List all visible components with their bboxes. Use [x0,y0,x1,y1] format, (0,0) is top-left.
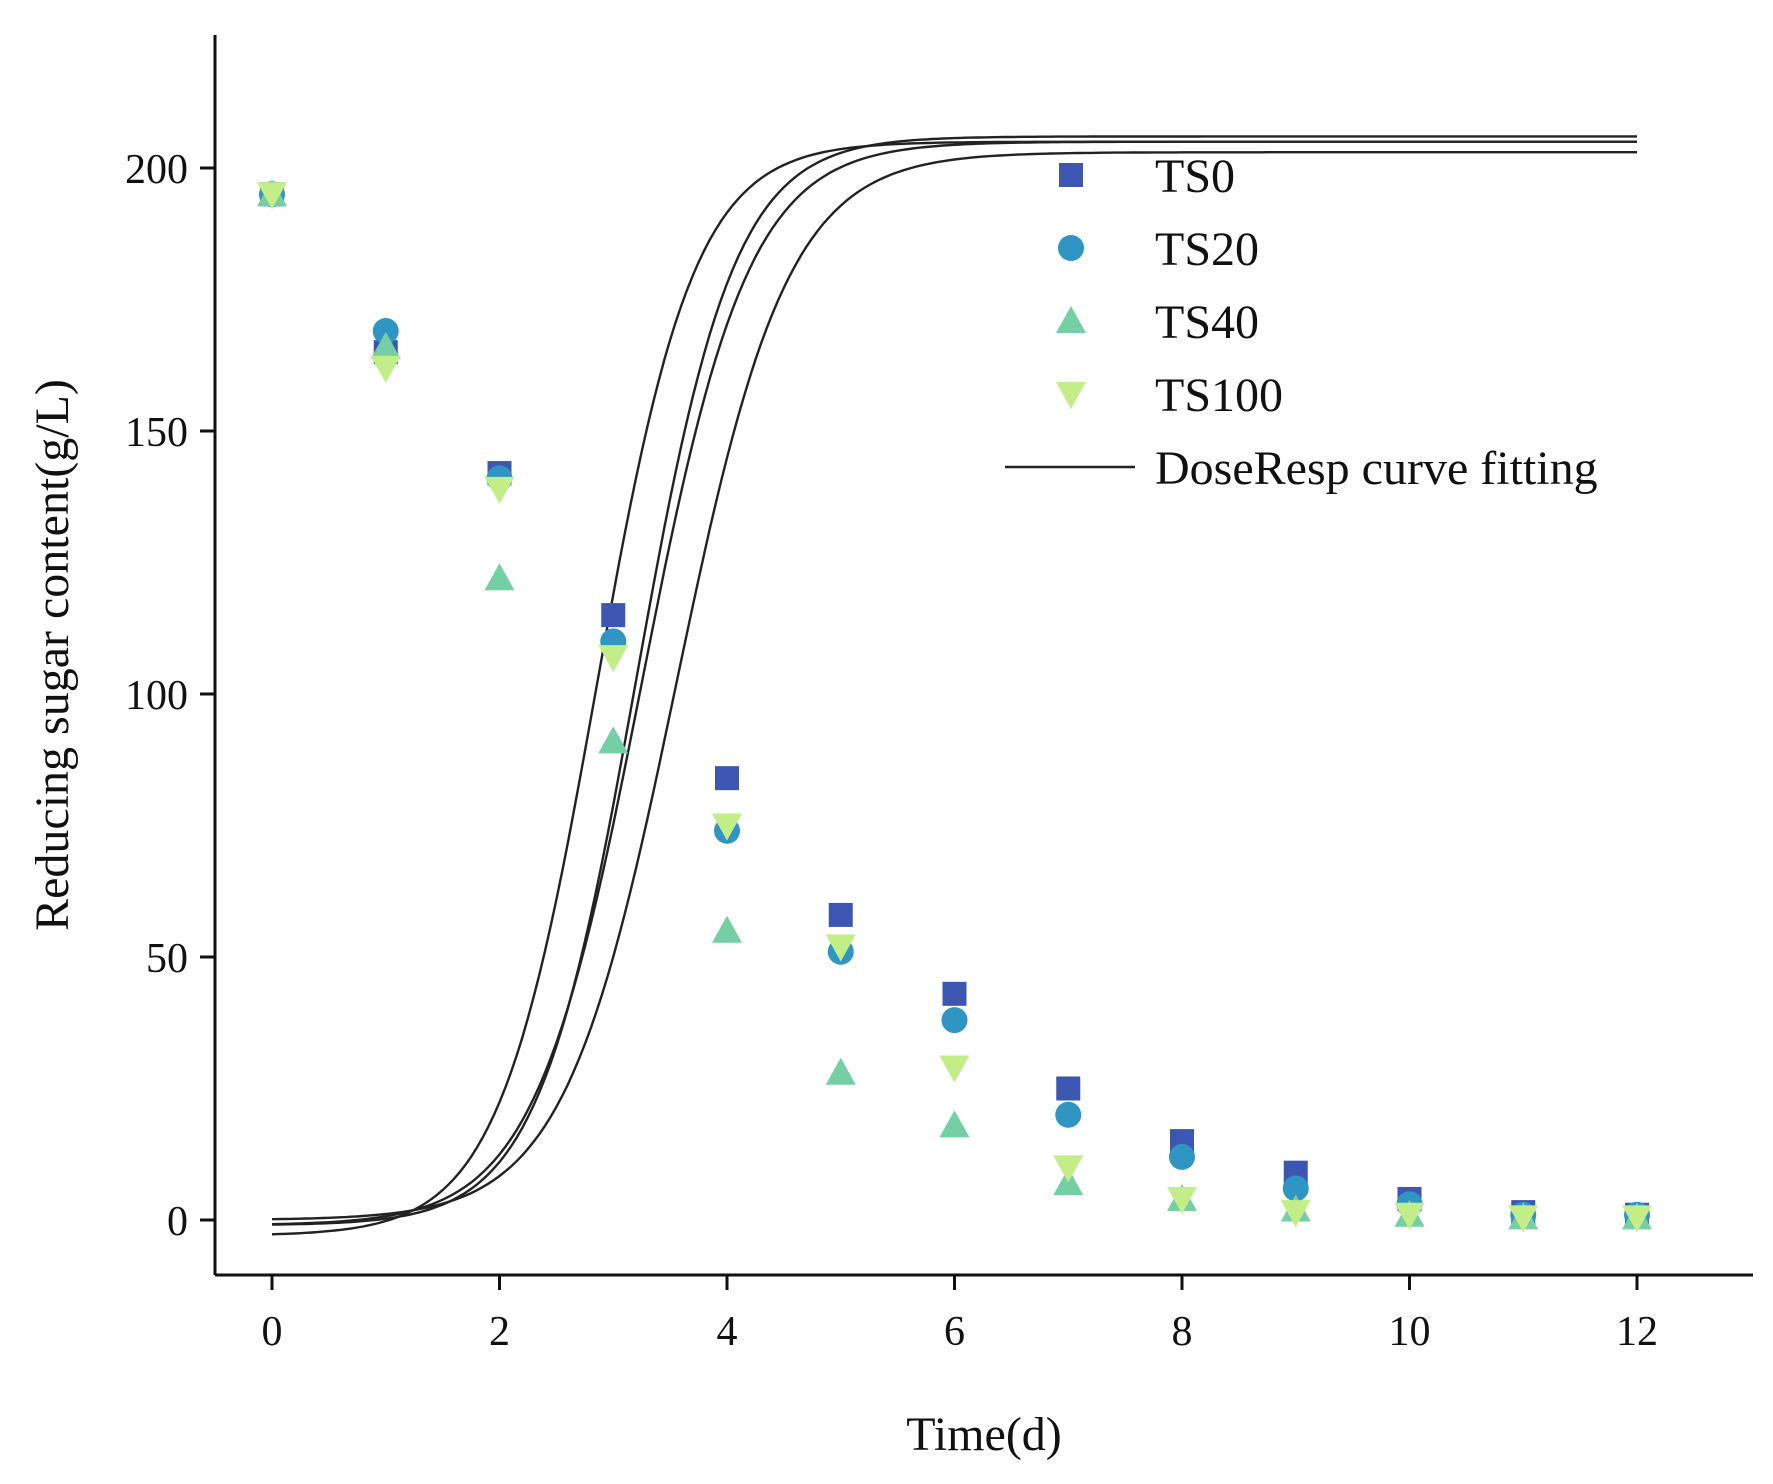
legend-marker-ts0 [1059,163,1083,187]
legend-marker-ts20 [1058,235,1084,261]
data-point-ts100 [1394,1202,1425,1230]
data-point-ts40 [712,915,742,943]
data-point-ts100 [370,355,401,383]
legend-label-fit: DoseResp curve fitting [1155,442,1598,495]
fit-curve-ts40 [271,140,1637,1236]
data-point-ts100 [939,1055,970,1083]
legend-label-ts0: TS0 [1155,150,1235,203]
legend-label-ts20: TS20 [1155,223,1259,276]
y-tick-label: 150 [125,410,188,456]
legend-label-ts100: TS100 [1155,369,1283,422]
x-tick-label: 6 [944,1309,965,1355]
data-point-ts40 [825,1057,856,1085]
data-point-ts0 [1056,1076,1081,1101]
data-point-ts100 [1280,1200,1311,1228]
data-point-ts20 [941,1007,968,1034]
data-point-ts100 [712,813,742,841]
axis-ticks: 0 2 4 6 8 10 12 0 50 100 150 200 [125,147,1658,1355]
y-tick-label: 0 [167,1199,188,1245]
x-tick-label: 4 [717,1309,738,1355]
data-point-ts100 [1167,1186,1197,1214]
data-point-ts0 [601,603,626,628]
y-tick-label: 100 [125,673,188,719]
legend: TS0 TS20 TS40 TS100 DoseResp curve fitting [1005,150,1598,495]
data-point-ts0 [715,766,739,791]
x-tick-label: 0 [262,1309,283,1355]
y-tick-label: 50 [146,936,188,982]
data-point-ts40 [598,726,629,754]
x-tick-label: 10 [1389,1309,1431,1355]
x-axis-title: Time(d) [906,1408,1062,1461]
data-point-ts40 [370,331,401,359]
legend-marker-ts100 [1056,382,1086,409]
data-point-ts100 [257,182,287,210]
data-point-ts0 [828,902,853,927]
x-tick-label: 12 [1616,1309,1658,1355]
legend-label-ts40: TS40 [1155,296,1259,349]
data-point-ts20 [1282,1175,1309,1202]
data-point-ts20 [1169,1143,1195,1170]
data-point-ts100 [484,476,515,504]
data-point-ts100 [825,934,856,962]
data-point-ts40 [484,563,515,591]
data-point-ts0 [942,981,967,1006]
x-tick-label: 2 [489,1309,510,1355]
fit-curve-ts0 [271,151,1637,1221]
data-points [257,179,1652,1233]
data-point-ts20 [1055,1101,1082,1128]
plot-area: 0 2 4 6 8 10 12 0 50 100 150 200 [125,35,1753,1355]
y-tick-label: 200 [125,147,188,193]
legend-marker-ts40 [1056,306,1086,333]
y-axis-title: Reducing sugar content(g/L) [26,379,79,931]
data-point-ts100 [1508,1205,1539,1233]
data-point-ts100 [1622,1205,1652,1233]
fit-curves [271,135,1637,1236]
data-point-ts100 [1053,1155,1084,1183]
data-point-ts20 [372,318,399,345]
data-point-ts40 [939,1110,970,1138]
x-tick-label: 8 [1172,1309,1193,1355]
data-point-ts100 [598,645,629,673]
fit-curve-ts100 [271,135,1637,1226]
